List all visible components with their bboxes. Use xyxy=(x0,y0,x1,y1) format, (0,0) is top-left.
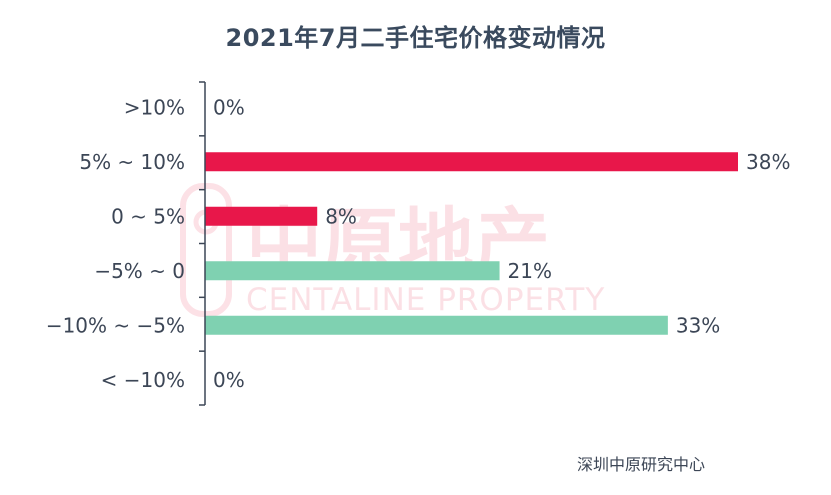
value-label: 21% xyxy=(508,259,552,283)
bar-1 xyxy=(205,152,738,172)
category-label: < −10% xyxy=(101,368,185,392)
bar-3 xyxy=(205,261,500,281)
category-label: −10% ~ −5% xyxy=(46,313,185,337)
value-label: 0% xyxy=(213,95,245,119)
chart-title: 2021年7月二手住宅价格变动情况 xyxy=(225,24,606,52)
category-label: −5% ~ 0 xyxy=(94,259,185,283)
value-label: 38% xyxy=(746,150,790,174)
category-label: >10% xyxy=(124,95,185,119)
category-label: 0 ~ 5% xyxy=(111,204,185,228)
source-note: 深圳中原研究中心 xyxy=(576,455,705,474)
value-label: 8% xyxy=(325,204,357,228)
value-label: 33% xyxy=(676,313,720,337)
bar-2 xyxy=(205,206,318,226)
bar-4 xyxy=(205,315,668,335)
value-label: 0% xyxy=(213,368,245,392)
category-label: 5% ~ 10% xyxy=(79,150,185,174)
